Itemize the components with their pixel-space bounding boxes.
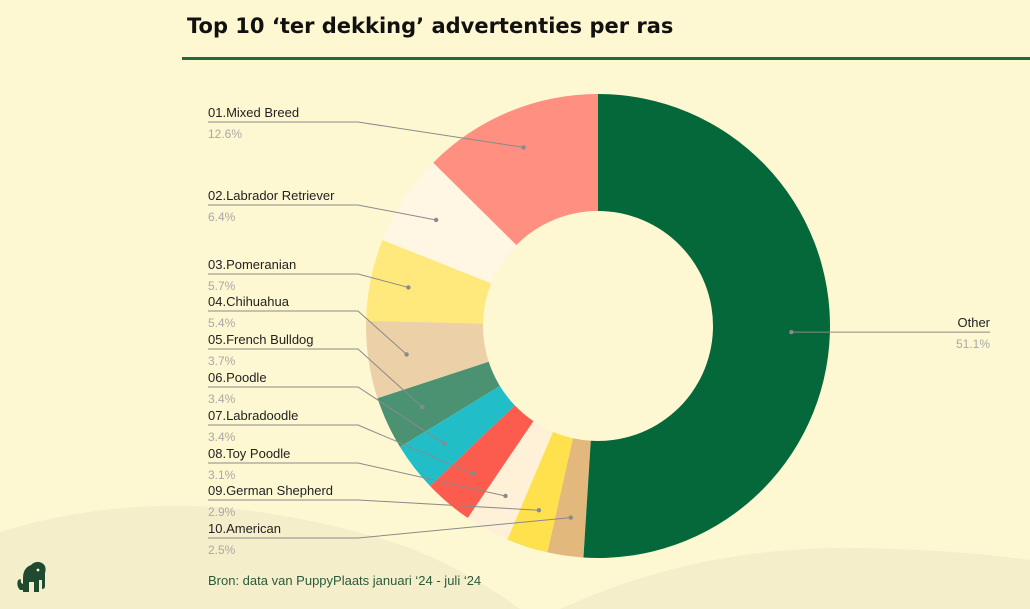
slice-label-mixed-breed: 01.Mixed Breed	[208, 105, 299, 120]
background-hill-left	[0, 505, 520, 609]
slice-label-other: Other	[957, 315, 990, 330]
source-note: Bron: data van PuppyPlaats januari ‘24 -…	[208, 573, 482, 588]
slice-label-pomeranian: 03.Pomeranian	[208, 257, 296, 272]
slice-label-german-shepherd: 09.German Shepherd	[208, 483, 333, 498]
leader-line-labradoodle	[208, 424, 474, 475]
slice-value-french-bulldog: 3.7%	[208, 354, 236, 368]
leader-line-french-bulldog	[208, 348, 423, 408]
slice-value-other: 51.1%	[956, 337, 990, 351]
slice-chihuahua[interactable]	[366, 320, 489, 399]
leader-line-chihuahua	[208, 310, 407, 355]
leader-line-poodle	[208, 386, 445, 445]
slice-value-labrador-retriever: 6.4%	[208, 210, 236, 224]
slice-french-bulldog[interactable]	[377, 361, 500, 448]
slice-american[interactable]	[547, 438, 591, 558]
title-underline	[182, 57, 1030, 60]
slice-label-toy-poodle: 08.Toy Poodle	[208, 446, 290, 461]
leader-dot-american	[568, 515, 573, 520]
leader-dot-labradoodle	[470, 471, 476, 476]
slice-label-chihuahua: 04.Chihuahua	[208, 294, 290, 309]
donut-chart	[366, 94, 831, 558]
leader-line-american	[208, 517, 571, 539]
leader-line-mixed-breed	[208, 121, 524, 148]
slice-value-german-shepherd: 2.9%	[208, 505, 236, 519]
slice-label-american: 10.American	[208, 521, 281, 536]
slice-label-labradoodle: 07.Labradoodle	[208, 408, 298, 423]
slice-value-mixed-breed: 12.6%	[208, 127, 242, 141]
leader-dot-pomeranian	[406, 285, 411, 290]
slice-labradoodle[interactable]	[430, 405, 534, 519]
leader-dot-toy-poodle	[503, 493, 508, 499]
leader-line-german-shepherd	[208, 499, 539, 511]
slice-poodle[interactable]	[400, 385, 515, 487]
slice-toy-poodle[interactable]	[467, 421, 554, 540]
leader-line-labrador-retriever	[208, 204, 437, 221]
slice-value-poodle: 3.4%	[208, 392, 236, 406]
slice-mixed-breed[interactable]	[433, 94, 598, 246]
leader-dot-poodle	[442, 441, 447, 447]
leader-dot-german-shepherd	[536, 508, 542, 513]
leader-dot-labrador-retriever	[433, 217, 439, 223]
slice-value-american: 2.5%	[208, 543, 236, 557]
slice-labels: 01.Mixed Breed 12.6% 02.Labrador Retriever…	[208, 105, 991, 557]
slice-label-poodle: 06.Poodle	[208, 370, 267, 385]
slice-pomeranian[interactable]	[366, 240, 492, 324]
leader-line-toy-poodle	[208, 462, 506, 497]
slice-label-french-bulldog: 05.French Bulldog	[208, 332, 314, 347]
slice-other[interactable]	[583, 94, 831, 558]
background-hill-right	[560, 547, 1030, 609]
leader-line-pomeranian	[208, 273, 409, 288]
slice-value-chihuahua: 5.4%	[208, 316, 236, 330]
leader-dot-chihuahua	[404, 352, 409, 357]
leader-dot-other	[789, 329, 794, 335]
slice-value-pomeranian: 5.7%	[208, 279, 236, 293]
slice-labrador-retriever[interactable]	[382, 162, 517, 284]
leader-lines	[208, 121, 990, 539]
leader-dot-mixed-breed	[521, 145, 526, 150]
chart-title: Top 10 ‘ter dekking’ advertenties per ra…	[187, 14, 674, 38]
slice-value-toy-poodle: 3.1%	[208, 468, 236, 482]
slice-value-labradoodle: 3.4%	[208, 430, 236, 444]
slice-label-labrador-retriever: 02.Labrador Retriever	[208, 188, 335, 203]
elephant-logo-icon	[17, 561, 46, 592]
leader-dot-french-bulldog	[420, 404, 425, 410]
